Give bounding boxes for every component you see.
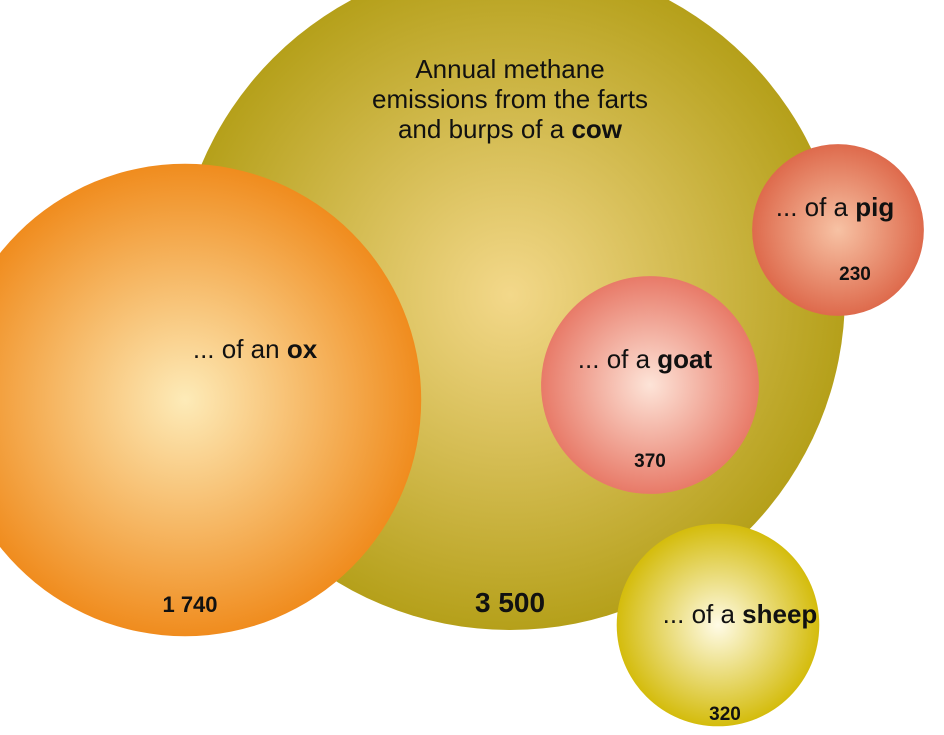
value-label: 230 bbox=[839, 264, 871, 285]
bubble-label: ... of an ox bbox=[105, 334, 405, 365]
bubble-label: ... of a goat bbox=[515, 344, 775, 375]
bubble bbox=[752, 144, 924, 316]
label-name: goat bbox=[657, 344, 713, 374]
value-label: 3 500 bbox=[474, 587, 546, 618]
bubble bbox=[541, 276, 759, 494]
label-prefix: ... of a bbox=[662, 599, 735, 629]
bubble-label: Annual methane emissions from the farts … bbox=[360, 54, 660, 145]
bubble-label: ... of a pig bbox=[705, 192, 944, 223]
label-name: ox bbox=[286, 334, 318, 364]
value-label: 1 740 bbox=[162, 592, 218, 617]
bubble-label: ... of a sheep bbox=[610, 599, 870, 630]
label-prefix: ... of an bbox=[192, 334, 280, 364]
bubble bbox=[0, 163, 422, 637]
bubble bbox=[616, 523, 820, 727]
label-prefix: ... of a bbox=[577, 344, 651, 374]
label-name: pig bbox=[855, 192, 895, 222]
value-label: 370 bbox=[634, 451, 666, 472]
label-prefix: ... of a bbox=[775, 192, 849, 222]
value-label: 320 bbox=[709, 704, 741, 725]
label-name: sheep bbox=[742, 599, 818, 629]
label-name: cow bbox=[571, 113, 623, 144]
label-prefix: Annual methane emissions from the farts … bbox=[372, 54, 648, 144]
